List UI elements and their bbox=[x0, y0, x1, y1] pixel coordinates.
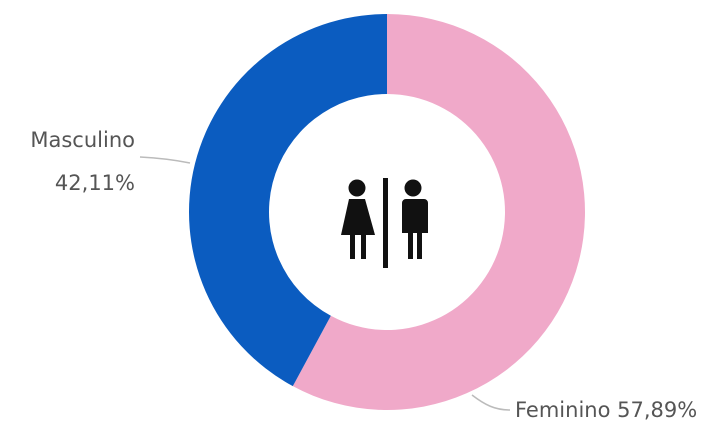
slice bbox=[292, 14, 585, 410]
leader-line bbox=[471, 394, 511, 411]
value-label: 42,11% bbox=[55, 171, 135, 195]
gender-icon bbox=[341, 178, 428, 268]
slices bbox=[188, 13, 585, 410]
slice-label: Feminino 57,89% bbox=[515, 398, 697, 422]
value-label: 57,89% bbox=[617, 398, 697, 422]
category-label: Feminino bbox=[515, 398, 610, 422]
leader-line bbox=[139, 156, 191, 164]
category-label: Masculino bbox=[30, 128, 135, 152]
slice bbox=[188, 13, 387, 387]
